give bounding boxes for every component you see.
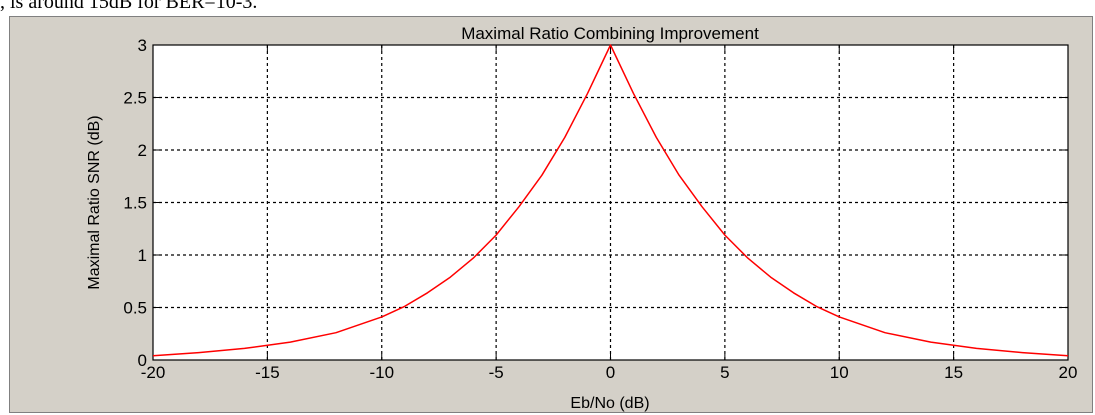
x-axis-label: Eb/No (dB) bbox=[570, 395, 649, 412]
x-tick-label: -20 bbox=[141, 363, 166, 382]
y-tick-label: 2.5 bbox=[123, 89, 147, 108]
y-tick-label: 3 bbox=[138, 36, 147, 55]
x-tick-label: 20 bbox=[1059, 363, 1078, 382]
series-layer bbox=[152, 44, 1069, 357]
axis-ticks: -20 -15 -10 -5 0 5 10 15 20 0 0.5 1 1.5 2 2.5 3 bbox=[123, 36, 1077, 382]
x-tick-label: 10 bbox=[830, 363, 849, 382]
chart-title: Maximal Ratio Combining Improvement bbox=[461, 24, 759, 43]
grid-lines bbox=[153, 45, 1068, 360]
series-line bbox=[152, 44, 1069, 357]
y-tick-label: 1 bbox=[138, 246, 147, 265]
y-tick-label: 2 bbox=[138, 141, 147, 160]
x-tick-label: -15 bbox=[255, 363, 280, 382]
x-tick-label: 5 bbox=[720, 363, 729, 382]
y-tick-label: 0.5 bbox=[123, 299, 147, 318]
x-tick-label: -10 bbox=[369, 363, 394, 382]
x-tick-label: -5 bbox=[489, 363, 504, 382]
y-tick-label: 1.5 bbox=[123, 194, 147, 213]
document-text-fragment: , is around 15dB for BER=10-3. bbox=[0, 0, 258, 13]
x-tick-label: 0 bbox=[606, 363, 615, 382]
x-tick-label: 15 bbox=[944, 363, 963, 382]
y-axis-label: Maximal Ratio SNR (dB) bbox=[86, 115, 103, 289]
y-tick-label: 0 bbox=[138, 351, 147, 370]
